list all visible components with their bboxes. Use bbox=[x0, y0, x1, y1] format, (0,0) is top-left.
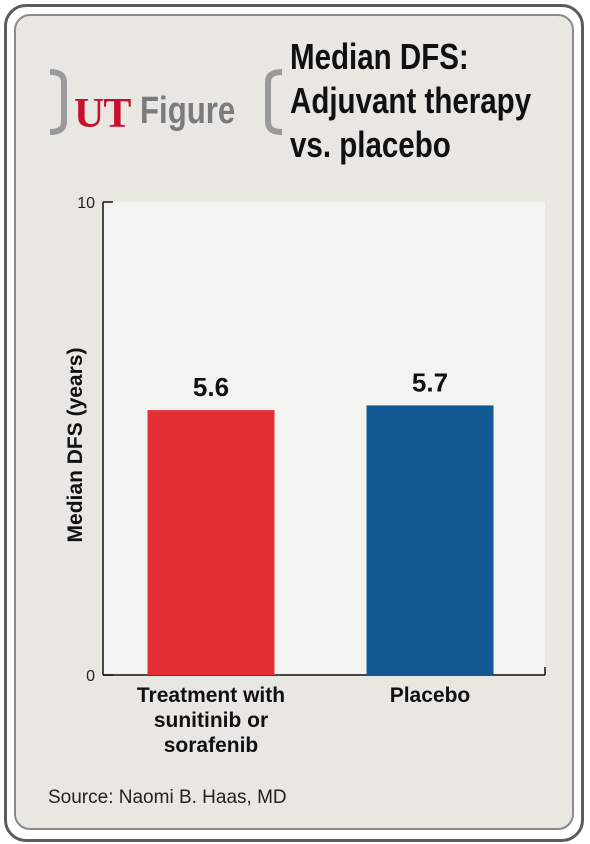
x-category-label: sorafenib bbox=[164, 734, 259, 757]
brand-figure-text: Figure bbox=[140, 90, 236, 132]
bar-value-label: 5.6 bbox=[193, 372, 229, 402]
y-tick-label: 0 bbox=[86, 668, 95, 685]
title-line-2: Adjuvant therapy bbox=[290, 80, 532, 121]
chart-title: Median DFS: Adjuvant therapy vs. placebo bbox=[290, 35, 532, 167]
brand-ut-text: UT bbox=[74, 91, 131, 137]
bar bbox=[147, 410, 275, 675]
title-line-1: Median DFS: bbox=[290, 36, 469, 77]
x-category-label: Treatment with bbox=[137, 684, 285, 707]
y-axis-label: Median DFS (years) bbox=[64, 348, 87, 543]
x-category-label: Placebo bbox=[390, 684, 471, 707]
y-tick-label: 10 bbox=[77, 195, 95, 212]
bar bbox=[366, 405, 494, 675]
source-note: Source: Naomi B. Haas, MD bbox=[48, 787, 287, 808]
ut-figure-logo: UT Figure bbox=[30, 30, 290, 140]
left-bracket-icon bbox=[265, 69, 283, 135]
x-category-label: sunitinib or bbox=[154, 709, 268, 732]
bracket-icons bbox=[49, 69, 283, 135]
title-line-3: vs. placebo bbox=[290, 124, 451, 165]
right-bracket-icon bbox=[49, 69, 67, 135]
bar-value-label: 5.7 bbox=[412, 367, 448, 397]
